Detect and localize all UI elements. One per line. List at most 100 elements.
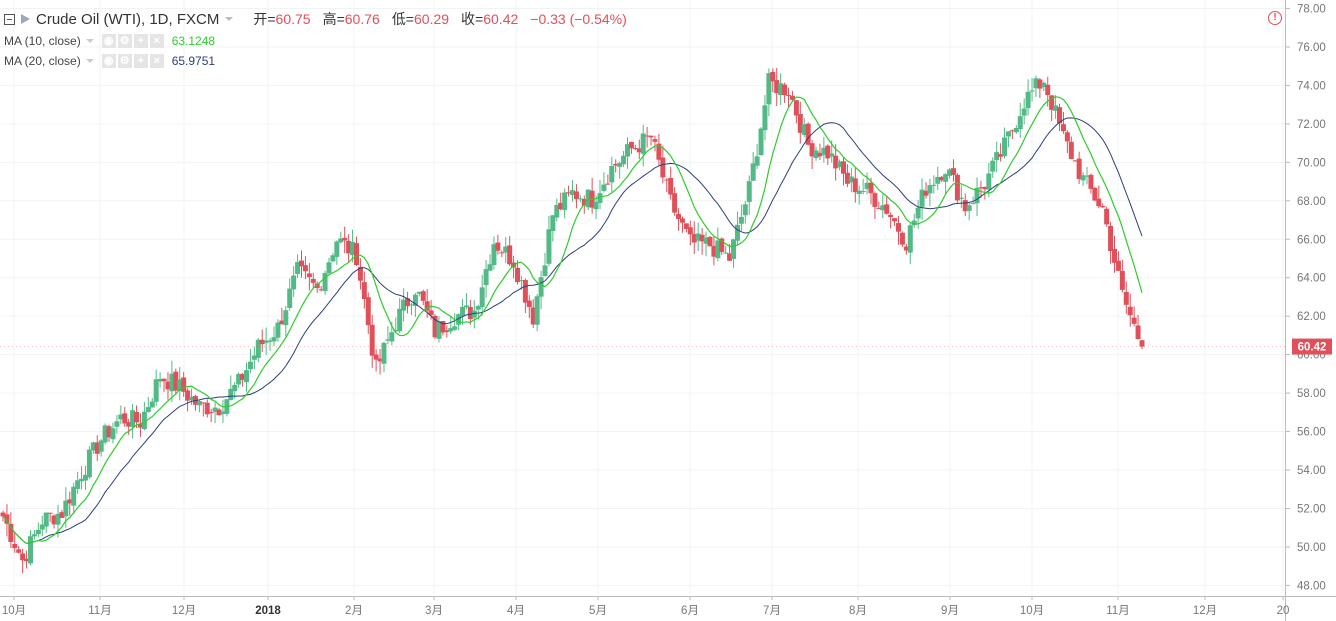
visibility-icon[interactable]: ◉ [101, 34, 116, 48]
indicator-row-ma10: MA (10, close) ◉ ⚙ + × 63.1248 [4, 33, 215, 49]
candle-body [554, 204, 560, 218]
candle-body [1064, 132, 1070, 142]
candle-body [20, 553, 26, 561]
candle-body [228, 388, 234, 401]
indicator-name[interactable]: MA (10, close) [4, 34, 81, 48]
ohlc-high: 高=60.76 [323, 9, 380, 29]
candle-body [350, 241, 356, 256]
candle-body [420, 291, 426, 301]
ohlc-open-label: 开= [253, 11, 276, 27]
candle-body [1096, 198, 1102, 207]
candle-body [283, 310, 289, 326]
candle-body [185, 390, 191, 401]
candle-body [483, 269, 489, 286]
candle-body [719, 238, 725, 252]
y-tick-label: 70.00 [1297, 157, 1326, 169]
candle-body [872, 193, 878, 207]
candle-body [974, 187, 980, 204]
candle-body [1068, 141, 1074, 159]
candle-body [605, 183, 611, 185]
symbol-title[interactable]: Crude Oil (WTI), 1D, FXCM [36, 10, 220, 28]
gear-icon[interactable]: ⚙ [117, 34, 132, 48]
candle-body [212, 407, 218, 412]
close-icon[interactable]: × [149, 34, 164, 48]
candle-body [652, 139, 658, 142]
candle-body [247, 361, 253, 370]
candle-body [1092, 187, 1098, 201]
candle-body [793, 100, 799, 116]
chevron-down-icon[interactable] [85, 59, 94, 63]
candle-body [102, 425, 108, 443]
close-icon[interactable]: × [149, 54, 164, 68]
candle-body [295, 262, 301, 275]
candle-body [8, 523, 14, 542]
indicator-row-ma20: MA (20, close) ◉ ⚙ + × 65.9751 [4, 53, 215, 69]
y-tick-label: 66.00 [1297, 234, 1326, 246]
visibility-icon[interactable]: ◉ [101, 54, 116, 68]
candle-body [369, 324, 375, 356]
candle-body [786, 94, 792, 96]
candle-body [86, 449, 92, 478]
candle-body [970, 203, 976, 205]
candle-body [12, 543, 18, 549]
candle-body [381, 342, 387, 364]
candle-body [1005, 131, 1011, 137]
candle-body [731, 239, 737, 259]
candle-body [962, 200, 968, 212]
candle-body [106, 426, 112, 438]
candle-body [444, 330, 450, 333]
chevron-down-icon[interactable] [85, 39, 94, 43]
candle-body [660, 157, 666, 178]
candle-body [943, 174, 949, 182]
alert-icon[interactable]: ! [1268, 11, 1282, 25]
chevron-down-icon[interactable] [225, 17, 234, 21]
candle-body [216, 409, 222, 416]
candle-body [1021, 108, 1027, 116]
plus-icon[interactable]: + [133, 54, 148, 68]
candle-body [1057, 107, 1063, 124]
candle-body [452, 326, 458, 330]
candle-body [318, 289, 324, 291]
candle-body [1131, 317, 1137, 324]
x-tick-label: 8月 [849, 605, 867, 617]
candle-body [982, 186, 988, 190]
candle-body [251, 355, 257, 360]
candle-body [416, 291, 422, 294]
candle-body [39, 524, 45, 530]
candle-body [821, 147, 827, 155]
ohlc-low: 低=60.29 [392, 9, 449, 29]
candle-body [436, 321, 442, 339]
collapse-icon[interactable] [4, 13, 15, 25]
candle-body [98, 440, 104, 452]
candle-body [534, 296, 540, 325]
candle-body [51, 515, 57, 525]
candle-body [408, 304, 414, 306]
candle-body [287, 288, 293, 308]
candle-body [1013, 128, 1019, 133]
candle-body [774, 80, 780, 94]
candle-body [538, 277, 544, 297]
indicator-value: 65.9751 [171, 54, 216, 68]
candle-body [440, 321, 446, 333]
candle-body [762, 105, 768, 131]
candle-body [801, 124, 807, 135]
candle-body [1112, 248, 1118, 263]
indicator-name[interactable]: MA (20, close) [4, 54, 81, 68]
candle-body [892, 218, 898, 222]
candle-body [82, 474, 88, 481]
plus-icon[interactable]: + [133, 34, 148, 48]
candle-body [240, 373, 246, 380]
candle-body [734, 224, 740, 241]
gear-icon[interactable]: ⚙ [117, 54, 132, 68]
x-tick-label: 2月 [345, 605, 363, 617]
candle-body [59, 512, 65, 518]
candle-body [907, 225, 913, 253]
candle-body [628, 141, 634, 149]
ohlc-open-value: 60.75 [275, 11, 311, 27]
candle-body [884, 204, 890, 214]
candle-body [271, 337, 277, 342]
candle-body [467, 306, 473, 320]
candle-body [782, 84, 788, 96]
